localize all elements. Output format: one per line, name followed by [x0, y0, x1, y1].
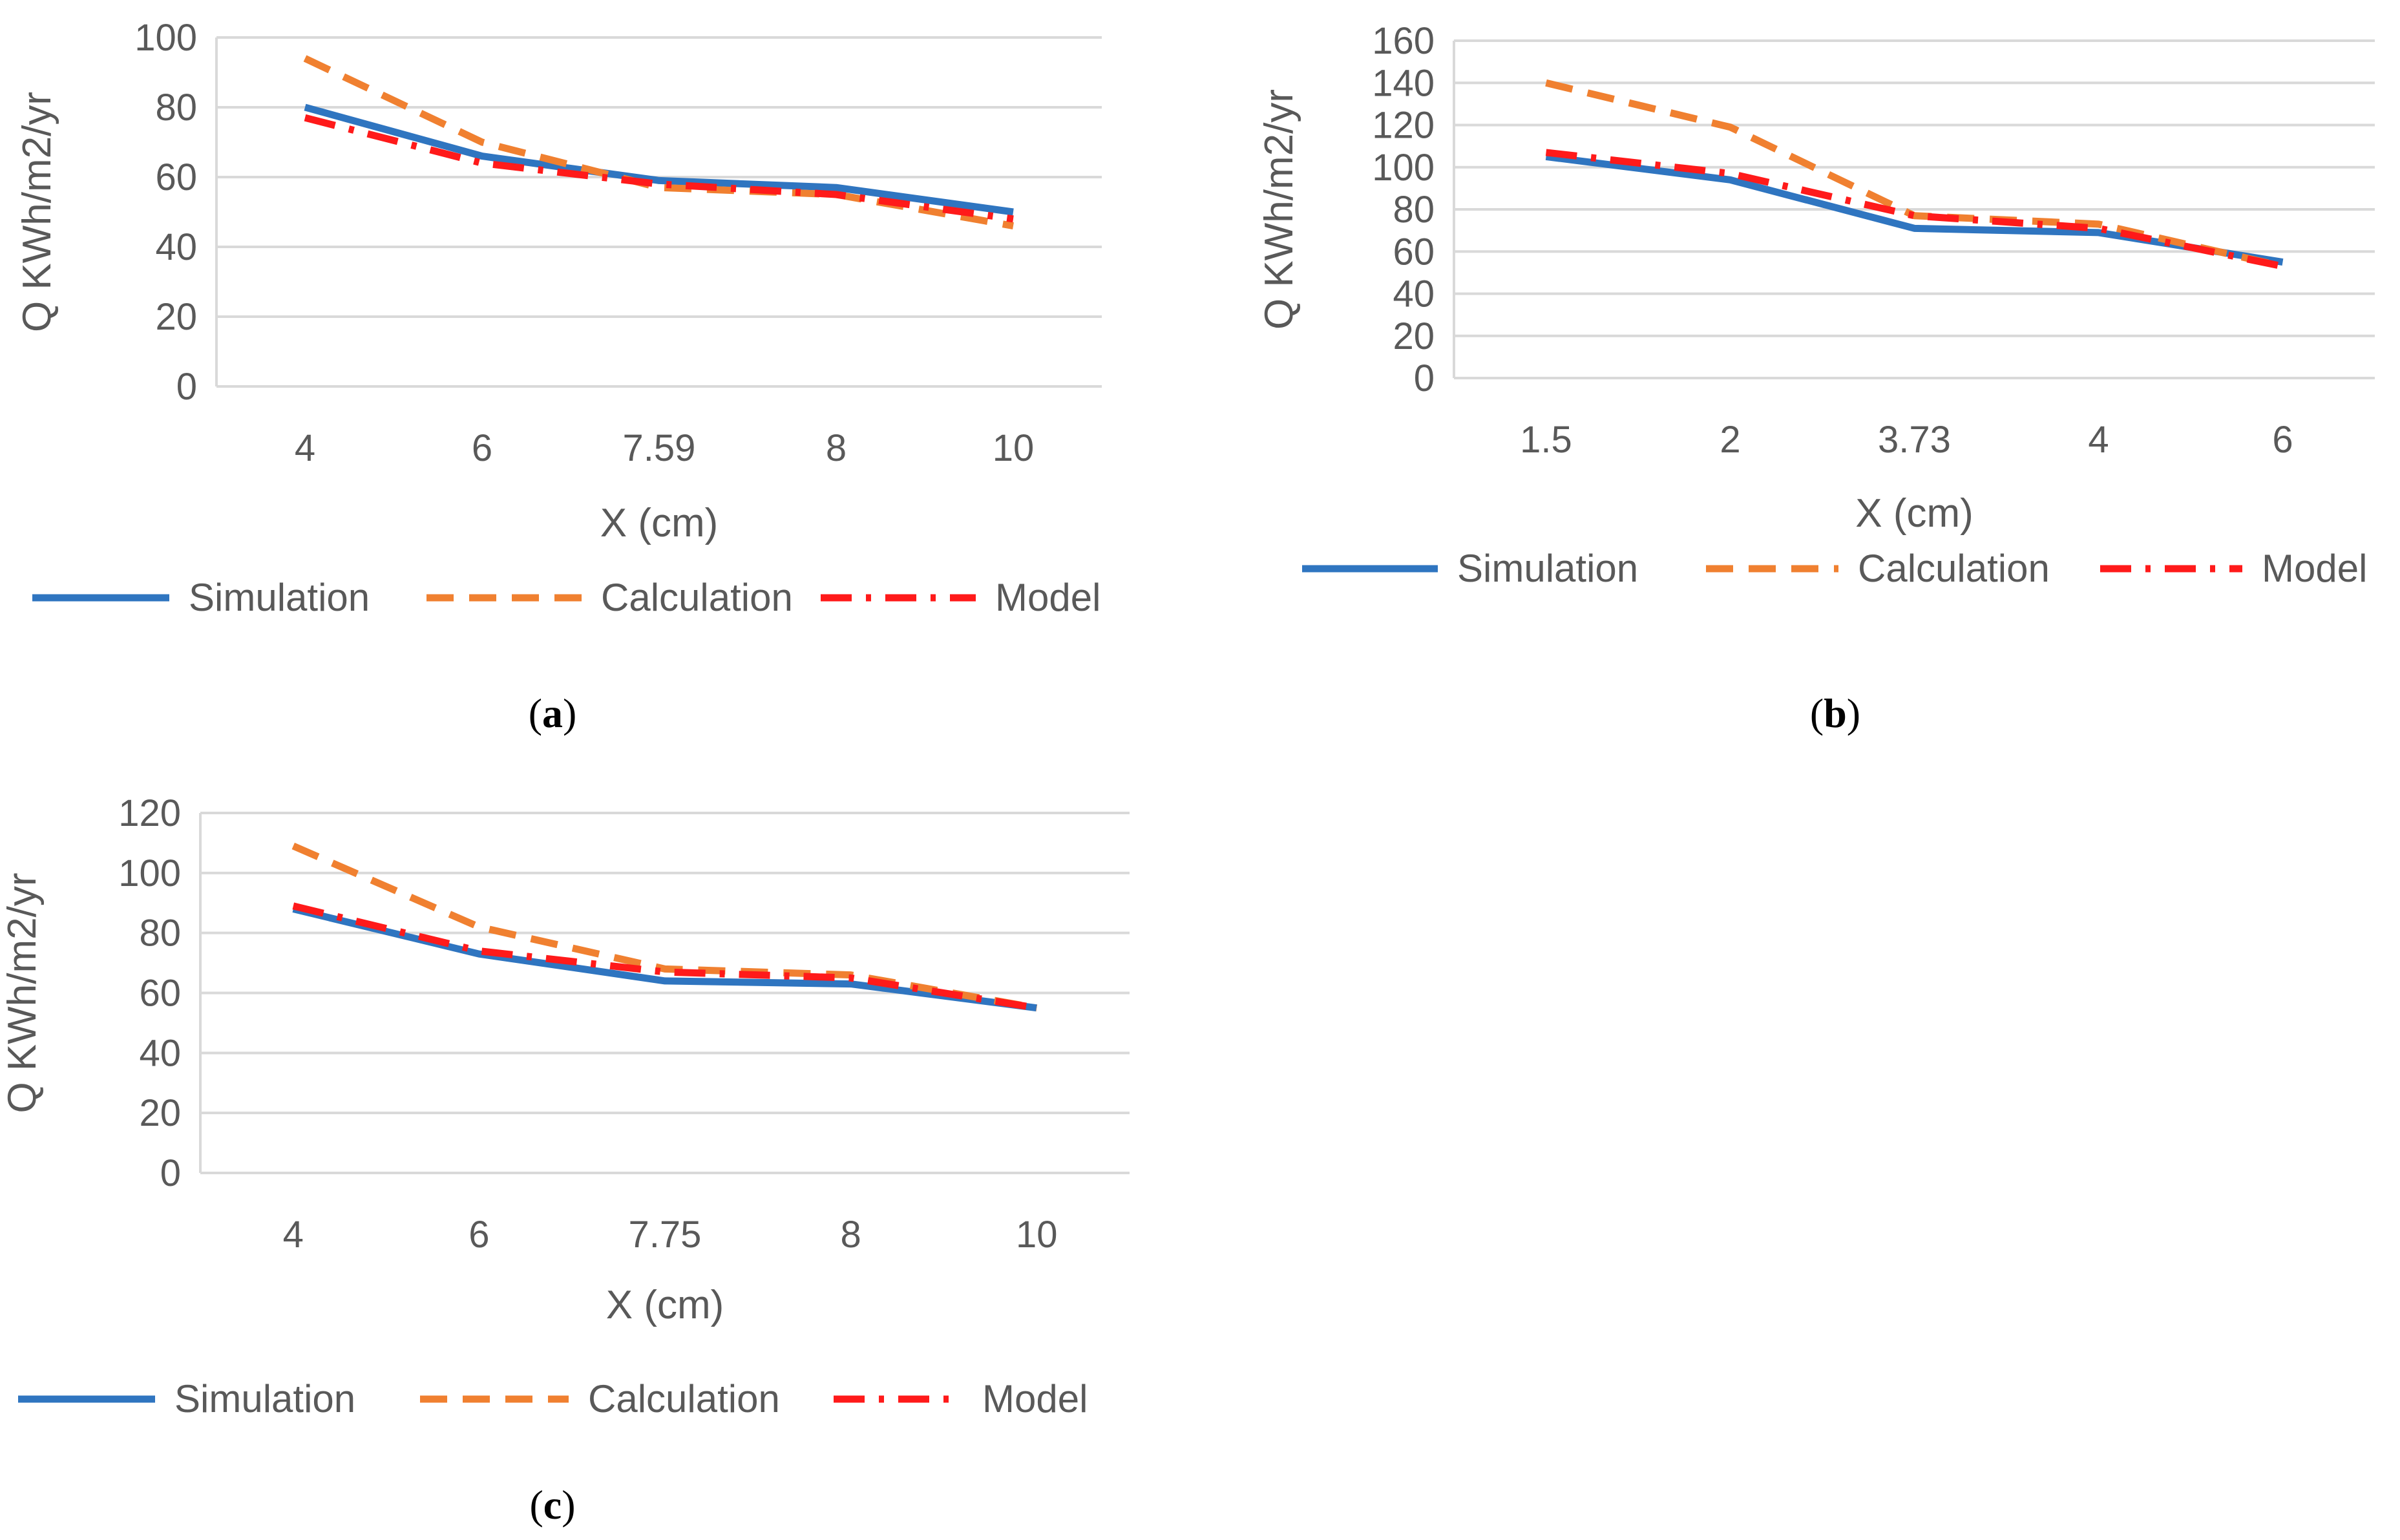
x-tick-label: 10: [993, 427, 1035, 469]
series-line-simulation: [1545, 153, 2284, 266]
y-axis-title: Q KWh/m2/yr: [0, 872, 45, 1113]
series-line-simulation: [292, 905, 1037, 1012]
x-tick-label: 3.73: [1878, 419, 1951, 461]
x-tick-label: 4: [295, 427, 315, 469]
x-tick-label: 8: [840, 1214, 861, 1256]
y-tick-label: 60: [155, 156, 197, 198]
y-tick-label: 80: [139, 912, 181, 955]
series-line-calculation: [291, 843, 1038, 1012]
chart-panel-c: 0 20 40 60 80 100 120 4 6 7.75 8 10 X (cm) Q KWh/m2/y…: [0, 792, 1130, 1528]
x-tick-label: 6: [2272, 419, 2293, 461]
panel-letter: a: [542, 690, 563, 736]
x-axis-title: X (cm): [600, 501, 719, 545]
x-tick-label: 2: [1720, 419, 1740, 461]
y-tick-label: 60: [1393, 231, 1435, 273]
y-tick-label: 0: [160, 1152, 181, 1194]
x-tick-label: 6: [472, 427, 492, 469]
y-axis-title: Q KWh/m2/yr: [1257, 89, 1301, 330]
y-tick-label: 100: [1372, 147, 1435, 189]
y-tick-label: 20: [139, 1092, 181, 1134]
x-tick-label: 7.59: [623, 427, 696, 469]
x-tick-label: 7.75: [629, 1214, 702, 1256]
y-tick-label: 100: [134, 17, 197, 59]
series-line-model: [304, 114, 1014, 223]
x-tick-label: 6: [468, 1214, 489, 1256]
x-tick-label: 1.5: [1520, 419, 1572, 461]
y-tick-label: 40: [155, 226, 197, 268]
y-tick-label: 20: [155, 296, 197, 338]
series-line-calculation: [1545, 79, 2284, 270]
x-tick-label: 4: [283, 1214, 304, 1256]
panel-label: (c): [529, 1482, 575, 1528]
legend-label-simulation: Simulation: [189, 576, 370, 619]
y-tick-label: 80: [1393, 189, 1435, 231]
y-tick-label: 20: [1393, 315, 1435, 357]
legend-label-model: Model: [982, 1377, 1088, 1420]
x-tick-label: 8: [826, 427, 847, 469]
x-tick-label: 10: [1016, 1214, 1058, 1256]
y-tick-label: 120: [1372, 105, 1435, 147]
legend-label-model: Model: [2262, 547, 2367, 590]
y-tick-label: 0: [1414, 357, 1435, 399]
panel-label: (a): [529, 690, 577, 736]
chart-panel-a: 0 20 40 60 80 100 4 6 7.59 8 10 X (cm) Q KWh/m2/yr Si…: [15, 17, 1102, 736]
y-tick-label: 120: [118, 792, 181, 834]
panel-letter: c: [543, 1482, 562, 1528]
y-tick-label: 160: [1372, 20, 1435, 62]
series-line-model: [292, 902, 1038, 1012]
y-tick-label: 40: [1393, 273, 1435, 315]
x-axis-title: X (cm): [1855, 491, 1974, 536]
legend-label-simulation: Simulation: [174, 1377, 355, 1420]
legend-label-calculation: Calculation: [588, 1377, 780, 1420]
x-tick-label: 4: [2088, 419, 2109, 461]
y-tick-label: 0: [176, 366, 197, 408]
y-tick-label: 60: [139, 973, 181, 1015]
legend-label-calculation: Calculation: [601, 576, 793, 619]
y-tick-label: 80: [155, 87, 197, 129]
y-axis-title: Q KWh/m2/yr: [15, 92, 59, 332]
x-axis-title: X (cm): [606, 1283, 724, 1327]
y-tick-label: 140: [1372, 62, 1435, 104]
panel-label: (b): [1810, 690, 1860, 736]
legend-label-model: Model: [995, 576, 1100, 619]
legend-label-simulation: Simulation: [1457, 547, 1638, 590]
panel-letter: b: [1824, 690, 1847, 736]
legend-label-calculation: Calculation: [1858, 547, 2050, 590]
series-line-simulation: [304, 103, 1014, 216]
y-tick-label: 100: [118, 852, 181, 894]
y-tick-label: 40: [139, 1032, 181, 1074]
